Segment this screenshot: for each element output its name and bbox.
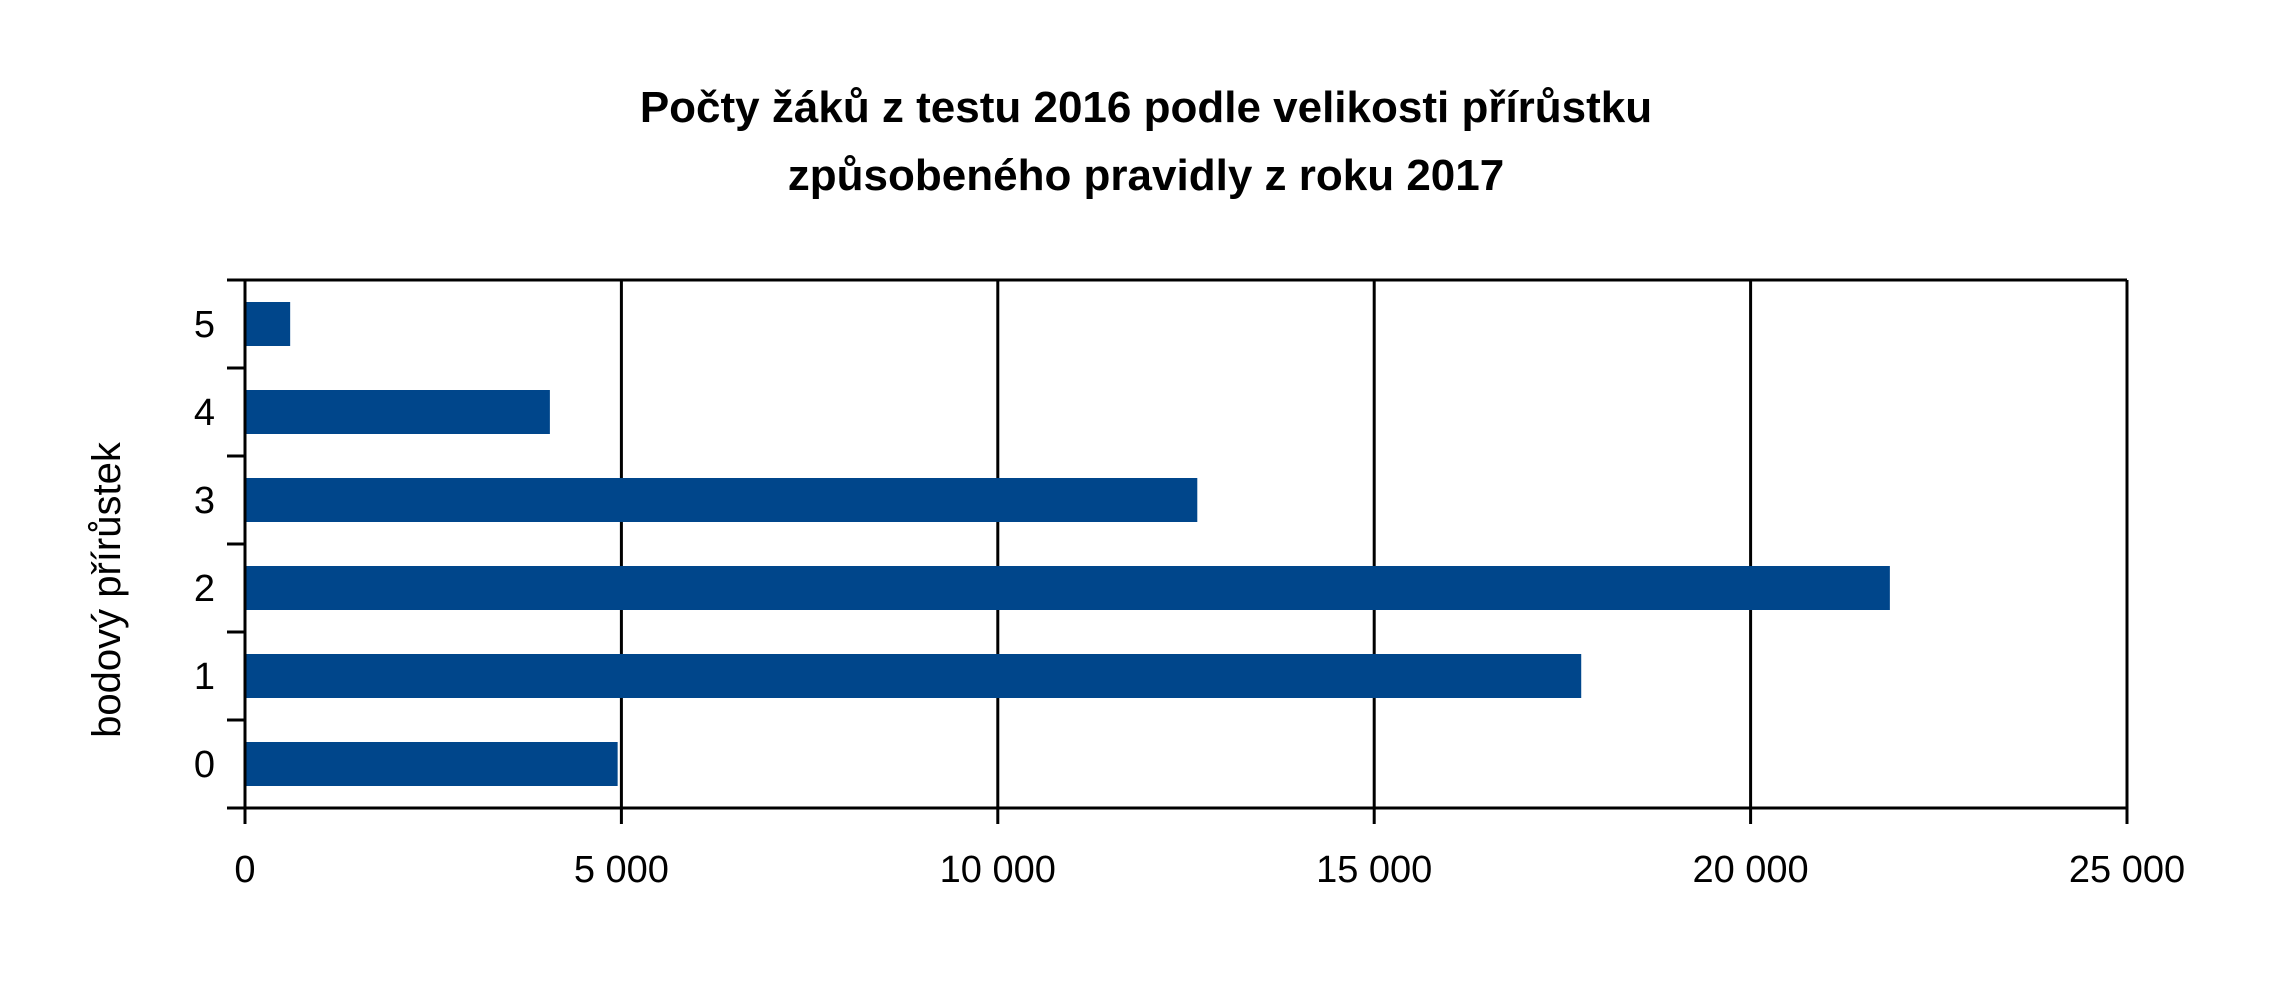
x-tick-label-0: 0 — [234, 849, 255, 891]
chart-title: Počty žáků z testu 2016 podle velikosti … — [640, 83, 1652, 200]
axes — [227, 278, 2129, 824]
y-tick-label-2: 2 — [194, 568, 215, 610]
bar-5 — [245, 302, 291, 346]
y-tick-label-0: 0 — [194, 744, 215, 786]
y-tick-label-5: 5 — [194, 304, 215, 346]
x-tick-labels: 0 5 000 10 000 15 000 20 000 25 000 — [234, 849, 2185, 891]
y-tick-label-3: 3 — [194, 480, 215, 522]
bar-3 — [245, 478, 1198, 522]
y-axis-title: bodový přírůstek — [85, 441, 129, 738]
x-tick-label-2: 10 000 — [940, 849, 1056, 891]
bars — [245, 302, 1890, 786]
x-tick-label-4: 20 000 — [1692, 849, 1808, 891]
chart-title-line-1: Počty žáků z testu 2016 podle velikosti … — [640, 83, 1652, 132]
x-tick-label-1: 5 000 — [574, 849, 669, 891]
bar-4 — [245, 390, 550, 434]
y-tick-labels: 0 1 2 3 4 5 — [194, 304, 215, 786]
gridlines — [619, 280, 2129, 808]
bar-0 — [245, 742, 618, 786]
y-tick-label-1: 1 — [194, 656, 215, 698]
y-tick-label-4: 4 — [194, 392, 215, 434]
x-tick-label-3: 15 000 — [1316, 849, 1432, 891]
bar-1 — [245, 654, 1582, 698]
chart-title-line-2: způsobeného pravidly z roku 2017 — [788, 151, 1504, 200]
bar-2 — [245, 566, 1890, 610]
x-tick-label-5: 25 000 — [2069, 849, 2185, 891]
